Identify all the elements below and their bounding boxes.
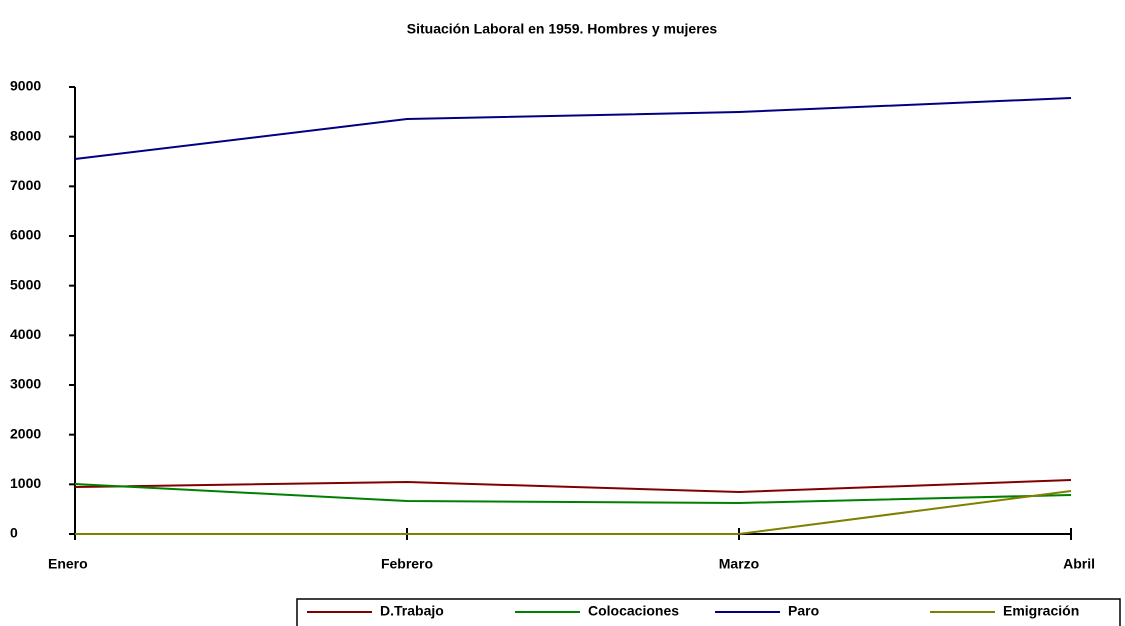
y-tick-label: 8000 bbox=[10, 127, 41, 143]
series-line bbox=[74, 97, 1072, 161]
series-line bbox=[74, 479, 1072, 493]
legend-label: Colocaciones bbox=[588, 603, 679, 619]
y-tick-label: 1000 bbox=[10, 475, 41, 491]
legend-label: Paro bbox=[788, 603, 819, 619]
x-tick-label: Enero bbox=[48, 556, 88, 572]
x-tick-label: Marzo bbox=[719, 556, 759, 572]
x-tick-label: Abril bbox=[1063, 556, 1095, 572]
y-tick-label: 0 bbox=[10, 525, 18, 541]
series-line bbox=[74, 482, 1072, 505]
y-tick-label: 2000 bbox=[10, 425, 41, 441]
legend-label: D.Trabajo bbox=[380, 603, 444, 619]
y-tick-label: 6000 bbox=[10, 227, 41, 243]
chart-title: Situación Laboral en 1959. Hombres y muj… bbox=[407, 21, 718, 37]
legend-label: Emigración bbox=[1003, 603, 1079, 619]
y-tick-label: 9000 bbox=[10, 78, 41, 94]
x-tick-label: Febrero bbox=[381, 556, 433, 572]
series-line bbox=[75, 489, 1072, 535]
y-tick-label: 5000 bbox=[10, 276, 41, 292]
y-tick-label: 3000 bbox=[10, 376, 41, 392]
y-tick-label: 4000 bbox=[10, 326, 41, 342]
y-tick-label: 7000 bbox=[10, 177, 41, 193]
